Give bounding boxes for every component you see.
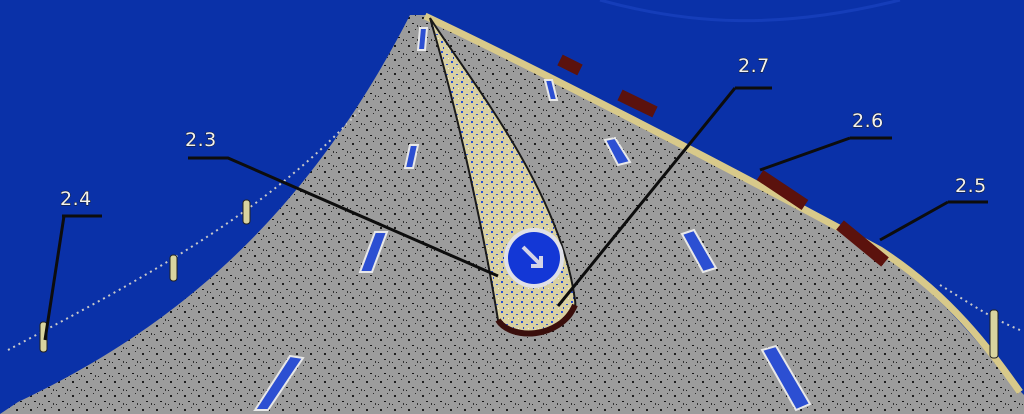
label-2-6: 2.6 [852, 110, 884, 132]
leader-2-5 [879, 200, 988, 242]
bollard-icon [242, 199, 251, 225]
kerb-blocks [557, 54, 889, 267]
label-2-5: 2.5 [955, 175, 987, 197]
keep-left-arrow-icon [504, 228, 564, 288]
bollard-icon [169, 254, 178, 282]
leader-2-3 [188, 156, 499, 278]
label-2-3: 2.3 [185, 129, 217, 151]
island-nose [495, 303, 578, 337]
leader-2-4 [43, 214, 102, 341]
lane-markings [253, 27, 812, 412]
kerb-edge [423, 12, 1023, 395]
background-swirl [599, 0, 901, 23]
leader-lines [43, 86, 988, 341]
label-2-7: 2.7 [738, 55, 770, 77]
bollard-icon [989, 309, 999, 359]
label-2-4: 2.4 [60, 188, 92, 210]
leader-2-6 [759, 136, 892, 172]
leader-2-7 [556, 86, 772, 307]
